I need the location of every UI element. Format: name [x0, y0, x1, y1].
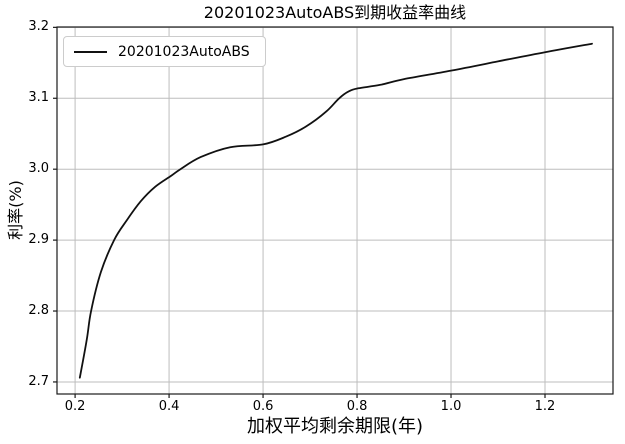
- y-tick-label: 3.0: [28, 161, 49, 177]
- y-tick-label: 2.8: [28, 303, 49, 319]
- x-tick-label: 1.0: [440, 399, 462, 414]
- y-tick-label: 3.2: [28, 19, 49, 35]
- legend-box: 20201023AutoABS: [63, 36, 266, 67]
- x-tick-label: 0.4: [158, 399, 180, 414]
- y-tick-label: 2.7: [28, 373, 49, 389]
- y-tick-label: 3.1: [28, 90, 49, 106]
- x-tick-label: 0.6: [252, 399, 274, 414]
- x-tick-label: 1.2: [534, 399, 556, 414]
- legend-label: 20201023AutoABS: [118, 43, 250, 60]
- y-axis-label: 利率(%): [6, 180, 25, 240]
- x-tick-label: 0.8: [346, 399, 368, 414]
- yield-curve-line: [78, 42, 593, 379]
- chart-title: 20201023AutoABS到期收益率曲线: [203, 3, 467, 22]
- axes-spines: [56, 26, 614, 395]
- y-tick-label: 2.9: [28, 232, 49, 248]
- x-axis-label: 加权平均剩余期限(年): [246, 416, 424, 437]
- legend-line-sample: [74, 50, 107, 53]
- x-tick-label: 0.2: [64, 399, 86, 414]
